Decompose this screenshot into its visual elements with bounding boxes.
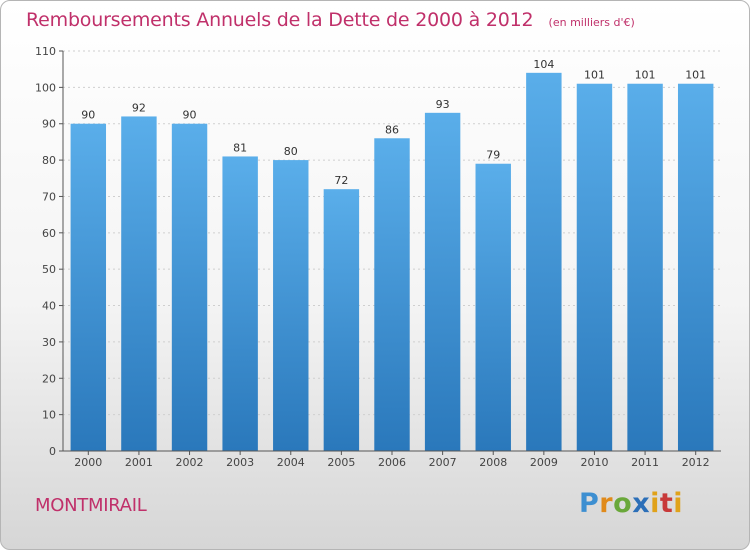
bar-2000[interactable] <box>70 123 107 452</box>
bar-value-label: 90 <box>183 109 197 122</box>
y-tick-label: 0 <box>49 445 56 458</box>
bar-value-label: 79 <box>486 149 500 162</box>
bar-value-label: 101 <box>635 69 656 82</box>
y-tick-label: 20 <box>42 372 56 385</box>
chart-title: Remboursements Annuels de la Dette de 20… <box>26 9 534 31</box>
y-tick-label: 60 <box>42 227 56 240</box>
x-tick-label: 2006 <box>378 456 406 469</box>
bar-2012[interactable] <box>677 83 714 452</box>
chart-title-row: Remboursements Annuels de la Dette de 20… <box>26 9 635 31</box>
commune-name: MONTMIRAIL <box>35 495 147 516</box>
y-tick-label: 90 <box>42 118 56 131</box>
bar-2008[interactable] <box>475 163 511 451</box>
bar-2005[interactable] <box>323 189 360 451</box>
bar-2004[interactable] <box>273 160 309 451</box>
x-tick-label: 2002 <box>176 456 204 469</box>
bar-value-label: 104 <box>533 58 554 71</box>
bar-value-label: 90 <box>81 109 95 122</box>
bar-2011[interactable] <box>627 83 663 452</box>
y-tick-label: 110 <box>35 45 56 58</box>
bar-2001[interactable] <box>121 116 157 452</box>
x-tick-label: 2007 <box>429 456 457 469</box>
x-tick-label: 2005 <box>327 456 355 469</box>
y-tick-label: 40 <box>42 300 56 313</box>
proxiti-logo[interactable]: Proxiti <box>579 488 684 519</box>
y-tick-label: 100 <box>35 81 56 94</box>
bar-2007[interactable] <box>424 112 461 452</box>
bar-value-label: 101 <box>685 69 706 82</box>
x-tick-label: 2004 <box>277 456 305 469</box>
bar-2010[interactable] <box>576 83 613 452</box>
bar-value-label: 86 <box>385 123 399 136</box>
x-tick-label: 2008 <box>479 456 507 469</box>
bar-value-label: 81 <box>233 141 247 154</box>
bar-value-label: 80 <box>284 145 298 158</box>
chart-unit-note: (en milliers d'€) <box>548 16 635 29</box>
bar-2002[interactable] <box>171 123 208 452</box>
bar-value-label: 72 <box>334 174 348 187</box>
y-tick-label: 50 <box>42 263 56 276</box>
x-tick-label: 2003 <box>226 456 254 469</box>
x-tick-label: 2010 <box>580 456 608 469</box>
x-tick-label: 2001 <box>125 456 153 469</box>
y-tick-label: 80 <box>42 154 56 167</box>
y-tick-label: 70 <box>42 190 56 203</box>
bar-value-label: 92 <box>132 101 146 114</box>
y-tick-label: 10 <box>42 409 56 422</box>
x-tick-label: 2009 <box>530 456 558 469</box>
bar-2006[interactable] <box>374 138 410 452</box>
bar-2009[interactable] <box>526 72 562 452</box>
bar-2003[interactable] <box>222 156 258 452</box>
x-tick-label: 2011 <box>631 456 659 469</box>
bar-value-label: 101 <box>584 69 605 82</box>
y-tick-label: 30 <box>42 336 56 349</box>
x-tick-label: 2012 <box>682 456 710 469</box>
bar-value-label: 93 <box>436 98 450 111</box>
x-tick-label: 2000 <box>74 456 102 469</box>
